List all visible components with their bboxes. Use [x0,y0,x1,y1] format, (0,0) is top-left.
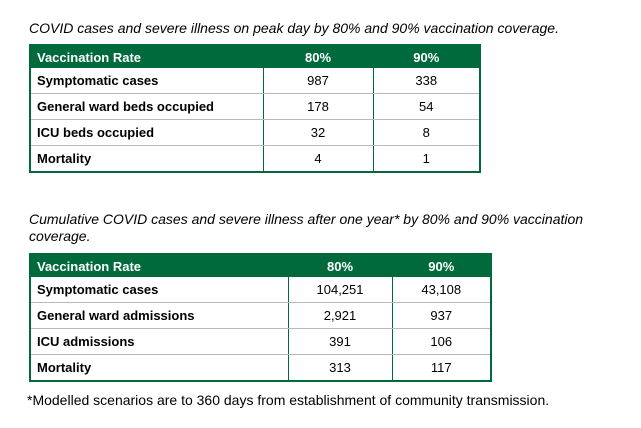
table-row: Symptomatic cases 987 338 [29,68,481,94]
cell-90: 54 [372,93,481,120]
table1-header-90: 90% [372,45,481,68]
table-row: ICU beds occupied 32 8 [29,119,481,146]
footnote: *Modelled scenarios are to 360 days from… [27,392,550,408]
cell-90: 1 [372,145,481,173]
table-row: General ward admissions 2,921 937 [29,302,492,329]
cell-80: 2,921 [287,302,393,329]
table-row: Mortality 4 1 [29,145,481,173]
table2-header-80: 80% [287,254,393,277]
cell-80: 313 [287,354,393,382]
table2-header-label: Vaccination Rate [29,254,289,277]
cell-90: 106 [391,328,492,355]
table1-header-80: 80% [262,45,374,68]
table-row: Symptomatic cases 104,251 43,108 [29,277,492,303]
row-label: General ward beds occupied [29,93,264,120]
cell-90: 8 [372,119,481,146]
row-label: General ward admissions [29,302,289,329]
table2: Vaccination Rate 80% 90% Symptomatic cas… [29,253,492,382]
table1: Vaccination Rate 80% 90% Symptomatic cas… [29,44,481,173]
row-label: Mortality [29,354,289,382]
table2-header-90: 90% [391,254,492,277]
table2-header-row: Vaccination Rate 80% 90% [29,254,492,277]
cell-90: 338 [372,68,481,94]
table-row: ICU admissions 391 106 [29,328,492,355]
table1-caption: COVID cases and severe illness on peak d… [29,20,559,36]
row-label: Symptomatic cases [29,277,289,303]
cell-80: 4 [262,145,374,173]
cell-80: 104,251 [287,277,393,303]
table-row: Mortality 313 117 [29,354,492,382]
row-label: Symptomatic cases [29,68,264,94]
cell-90: 937 [391,302,492,329]
table-row: General ward beds occupied 178 54 [29,93,481,120]
cell-80: 32 [262,119,374,146]
row-label: ICU admissions [29,328,289,355]
cell-80: 987 [262,68,374,94]
cell-90: 43,108 [391,277,492,303]
row-label: Mortality [29,145,264,173]
table2-caption: Cumulative COVID cases and severe illnes… [29,211,584,244]
cell-80: 391 [287,328,393,355]
table1-header-row: Vaccination Rate 80% 90% [29,45,481,68]
table1-header-label: Vaccination Rate [29,45,264,68]
row-label: ICU beds occupied [29,119,264,146]
cell-80: 178 [262,93,374,120]
cell-90: 117 [391,354,492,382]
